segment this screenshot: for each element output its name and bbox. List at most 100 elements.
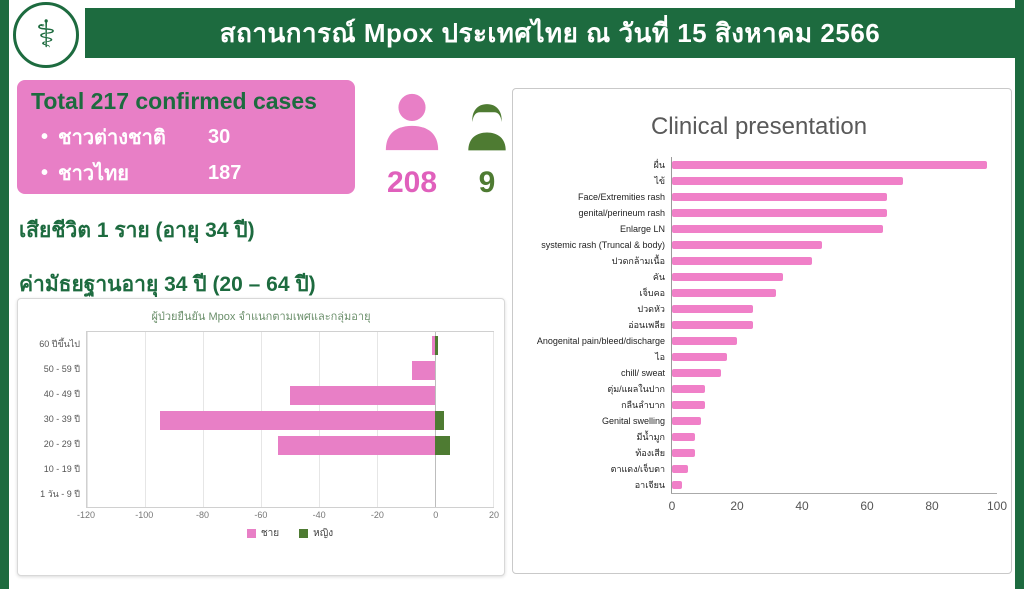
bar-row: ตาแดง/เจ็บตา (521, 461, 997, 477)
bar-row: ไอ (521, 349, 997, 365)
category-label: Face/Extremities rash (577, 192, 665, 202)
male-person-icon (385, 93, 439, 151)
x-tick-label: -40 (312, 510, 326, 520)
bar-row: อ่อนเพลีย (521, 317, 997, 333)
bar-row: ไข้ (521, 173, 997, 189)
bar-row: อาเจียน (521, 477, 997, 493)
pyramid-xticks: -120 -100 -80 -60 -40 -20 0 20 (77, 508, 499, 522)
category-label: Genital swelling (601, 416, 665, 426)
bar-area (671, 205, 997, 221)
x-tick-label: -120 (76, 510, 96, 520)
gridline (145, 332, 146, 507)
median-age-statement: ค่ามัธยฐานอายุ 34 ปี (20 – 64 ปี) (19, 273, 316, 296)
pyramid-row (87, 458, 493, 483)
bar-area (671, 413, 997, 429)
pyramid-ylabels: 60 ปีขึ้นไป 50 - 59 ปี 40 - 49 ปี 30 - 39 ป… (28, 331, 86, 541)
bar-area (671, 445, 997, 461)
total-cases-title: Total 217 confirmed cases (31, 88, 317, 114)
bar-row: chill/ sweat (521, 365, 997, 381)
bar-area (671, 269, 997, 285)
bar-area (671, 301, 997, 317)
bar-row: Genital swelling (521, 413, 997, 429)
male-bar (432, 336, 435, 355)
male-count: 208 (386, 166, 438, 199)
bar-area (671, 221, 997, 237)
female-bar (435, 411, 444, 430)
foreigners-row: • ชาวต่างชาติ 30 (41, 121, 341, 153)
category-label: Enlarge LN (619, 224, 665, 234)
category-label: genital/perineum rash (578, 208, 665, 218)
bar (672, 193, 887, 201)
male-bar (290, 386, 435, 405)
page-title: สถานการณ์ Mpox ประเทศไทย ณ วันที่ 15 สิง… (219, 17, 881, 48)
age-group-label: 50 - 59 ปี (43, 363, 80, 374)
bar (672, 337, 737, 345)
clinical-chart-title: Clinical presentation (650, 113, 868, 140)
x-tick-label: 0 (668, 499, 676, 513)
age-group-label: 30 - 39 ปี (43, 413, 80, 424)
category-label: กลืนลำบาก (621, 400, 665, 410)
bar (672, 289, 776, 297)
category-label: เจ็บคอ (639, 288, 666, 298)
pyramid-plot (86, 331, 494, 508)
pyramid-row (87, 408, 493, 433)
clinical-presentation-card: Clinical presentation ผื่น ไข้ Face/Extrem… (512, 88, 1012, 574)
bar-row: เจ็บคอ (521, 285, 997, 301)
pyramid-row (87, 383, 493, 408)
total-cases-box: Total 217 confirmed cases • ชาวต่างชาติ … (17, 80, 355, 194)
category-label: systemic rash (Truncal & body) (541, 240, 665, 250)
x-tick-label: 100 (986, 499, 1008, 513)
bar-row: ตุ่ม/แผลในปาก (521, 381, 997, 397)
bar (672, 353, 728, 361)
category-label: ตุ่ม/แผลในปาก (607, 384, 665, 394)
female-swatch-icon (299, 529, 309, 538)
legend-female: หญิง (299, 526, 333, 541)
x-tick-label: 20 (488, 510, 500, 520)
clinical-chart: ผื่น ไข้ Face/Extremities rash genital/peri… (521, 157, 1007, 516)
bullet-icon: • (41, 161, 49, 184)
bar (672, 433, 695, 441)
bar-area (671, 397, 997, 413)
male-bar (411, 361, 435, 380)
caduceus-icon: ⚕ (35, 14, 57, 56)
legend-male-label: ชาย (260, 528, 280, 539)
bar (672, 161, 988, 169)
bar-area (671, 381, 997, 397)
bar (672, 417, 702, 425)
bar-row: มีน้ำมูก (521, 429, 997, 445)
bar (672, 481, 682, 489)
bar-area (671, 477, 997, 493)
bar-area (671, 365, 997, 381)
category-label: ไข้ (654, 176, 665, 186)
bullet-icon: • (41, 125, 49, 148)
legend-female-label: หญิง (313, 528, 334, 539)
x-tick-label: -60 (254, 510, 268, 520)
x-tick-label: 80 (925, 499, 939, 513)
male-swatch-icon (246, 529, 256, 538)
female-column: 9 (461, 96, 513, 200)
bar-area (671, 461, 997, 477)
bar (672, 321, 754, 329)
pyramid-rows (87, 332, 493, 508)
male-bar (278, 436, 435, 455)
pyramid-row (87, 358, 493, 383)
male-bar (159, 411, 435, 430)
bar (672, 257, 812, 265)
female-count: 9 (478, 166, 496, 199)
category-label: อ่อนเพลีย (628, 320, 665, 330)
category-label: Anogenital pain/bleed/discharge (536, 336, 665, 346)
female-bar (435, 336, 438, 355)
bar-area (671, 333, 997, 349)
bar (672, 241, 822, 249)
x-tick-label: 60 (860, 499, 874, 513)
pyramid-row (87, 433, 493, 458)
bar-area (671, 253, 997, 269)
clinical-x-axis-line (671, 493, 997, 494)
bar-row: systemic rash (Truncal & body) (521, 237, 997, 253)
pyramid-row (87, 483, 493, 508)
category-label: ปวดหัว (637, 304, 665, 314)
foreigners-label: ชาวต่างชาติ (58, 127, 166, 149)
category-label: chill/ sweat (620, 368, 665, 378)
male-column: 208 (381, 86, 443, 200)
